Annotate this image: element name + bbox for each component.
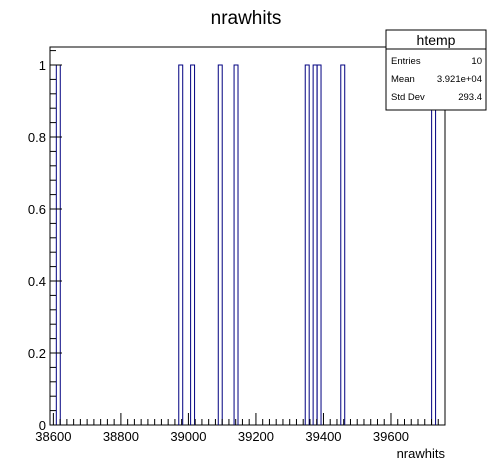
y-axis: 0 0.2 0.4 0.6 0.8 1 (28, 50, 62, 433)
y-tick-label: 0.6 (28, 202, 46, 217)
histogram-bar (340, 64, 346, 425)
stats-value: 293.4 (458, 92, 482, 103)
stats-rows: Entries 10 Mean 3.921e+04 Std Dev 293.4 (391, 56, 482, 103)
histogram-bar (304, 64, 310, 425)
x-axis-title: nrawhits (397, 446, 446, 461)
stats-value: 3.921e+04 (437, 74, 482, 85)
x-tick-label: 39200 (238, 429, 274, 444)
y-tick-label: 1 (39, 58, 46, 73)
x-tick-label: 39600 (373, 429, 409, 444)
y-tick-label: 0.4 (28, 274, 46, 289)
y-tick-label: 0 (39, 418, 46, 433)
x-axis: 38600 38800 39000 39200 39400 39600 (35, 413, 446, 444)
x-tick-label: 39400 (305, 429, 341, 444)
y-tick-label: 0.8 (28, 130, 46, 145)
stats-value: 10 (471, 56, 482, 67)
stats-box: htemp Entries 10 Mean 3.921e+04 Std Dev 293.4 (385, 29, 487, 111)
stats-box-frame (385, 29, 487, 111)
histogram-bar (178, 64, 184, 425)
histogram-bar (316, 64, 322, 425)
stats-label: Mean (391, 74, 415, 85)
x-tick-label: 38600 (35, 429, 71, 444)
histogram-bar (190, 64, 196, 425)
chart-title: nrawhits (211, 8, 282, 29)
plot-frame-border (49, 46, 446, 426)
plot-frame (49, 46, 446, 426)
histogram-bar (233, 64, 239, 425)
x-tick-label: 39000 (170, 429, 206, 444)
y-tick-label: 0.2 (28, 346, 46, 361)
histogram-bar (217, 64, 223, 425)
stats-box-title: htemp (417, 32, 456, 48)
stats-label: Entries (391, 56, 421, 67)
x-tick-label: 38800 (103, 429, 139, 444)
stats-label: Std Dev (391, 92, 425, 103)
